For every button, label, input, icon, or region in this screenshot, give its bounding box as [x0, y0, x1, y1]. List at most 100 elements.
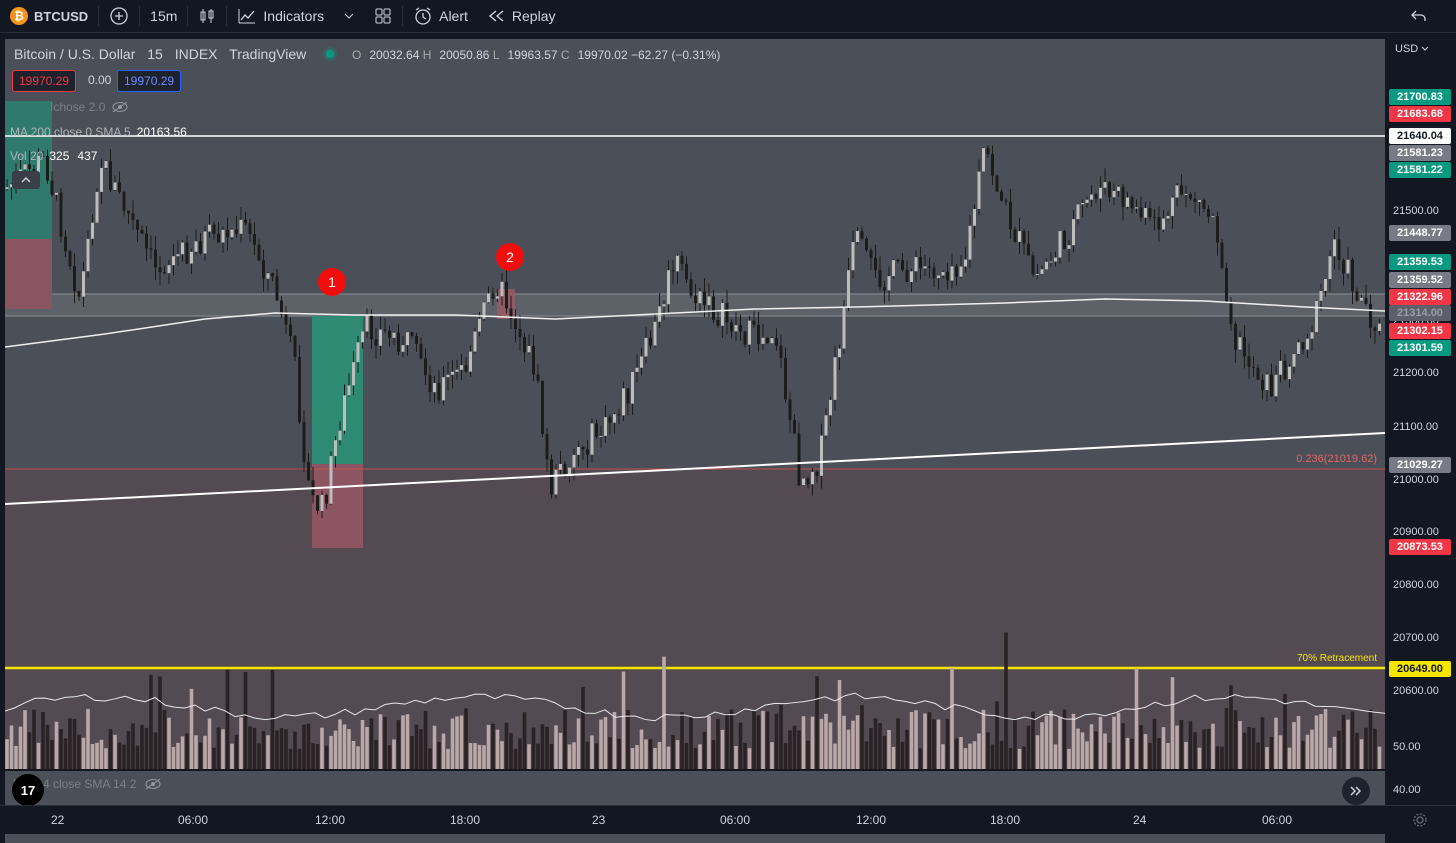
hidden-indicator-row[interactable]: Ichose 2.0 [10, 98, 129, 116]
marker-2[interactable]: 2 [496, 243, 524, 271]
chart-area[interactable]: 0.236(21019.62) 70% Retracement 1 2 Bitc… [0, 33, 1456, 843]
price-axis[interactable]: USD 21500.0021400.0021300.0021200.002110… [1385, 39, 1456, 843]
volume-bar [131, 723, 135, 769]
volume-bar [446, 748, 450, 769]
volume-bar [90, 743, 95, 769]
candle-body [145, 233, 148, 249]
candle-body [1378, 323, 1381, 331]
volume-bar [1040, 722, 1044, 769]
candle-body [370, 315, 373, 340]
price-tag: 21359.53 [1389, 254, 1451, 270]
volume-bar [576, 718, 581, 769]
price-tick: 20800.00 [1393, 579, 1439, 591]
scroll-to-realtime-button[interactable] [1342, 777, 1370, 805]
replay-button[interactable]: Replay [478, 0, 566, 32]
price-pane[interactable]: 0.236(21019.62) 70% Retracement [5, 39, 1385, 769]
volume-bar [612, 712, 617, 769]
volume-bar [846, 729, 851, 769]
candle-body [1364, 297, 1368, 304]
volume-bar [896, 718, 900, 769]
price-tick: 21000.00 [1393, 474, 1439, 486]
candle-body [554, 469, 558, 495]
replay-label: Replay [511, 8, 556, 24]
candle-body [307, 461, 310, 481]
indicators-button[interactable]: Indicators [227, 0, 334, 32]
candle-body [1207, 209, 1210, 217]
time-axis[interactable]: 22 06:00 12:00 18:00 23 06:00 12:00 18:00 24 06:0… [0, 805, 1456, 834]
eye-off-icon[interactable] [111, 101, 129, 113]
candle-body [500, 281, 504, 297]
marker-1[interactable]: 1 [318, 268, 346, 296]
volume-bar [644, 739, 648, 769]
candle-body [77, 291, 81, 297]
buy-price[interactable]: 19970.29 [117, 70, 182, 92]
volume-bar [450, 718, 455, 769]
trend-line[interactable] [5, 432, 1385, 505]
volume-bar [1377, 746, 1382, 769]
compare-button[interactable] [99, 0, 139, 32]
volume-bar [774, 713, 779, 769]
price-chart-canvas[interactable]: 0.236(21019.62) 70% Retracement [5, 39, 1385, 769]
volume-bar [648, 739, 653, 769]
ma-indicator-row[interactable]: MA 200 close 0 SMA 5 20163.56 [10, 123, 187, 141]
sell-price[interactable]: 19970.29 [12, 70, 77, 92]
volume-bar [545, 726, 549, 769]
gear-icon[interactable] [1412, 812, 1428, 828]
currency-selector[interactable]: USD [1395, 43, 1429, 55]
volume-bar [45, 724, 50, 769]
volume-bar [1337, 730, 1341, 769]
long-position-stop[interactable] [312, 464, 363, 548]
volume-bar [995, 701, 999, 769]
volume-bar [1161, 727, 1166, 769]
volume-bar [941, 744, 945, 769]
vol-indicator-row[interactable]: Vol 20 325 437 [10, 147, 97, 165]
chart-type-button[interactable] [188, 0, 226, 32]
candles-icon [200, 9, 214, 23]
long-position-target[interactable] [312, 316, 363, 464]
volume-bar [1373, 728, 1377, 769]
ohlc-values: O 20032.64 H 20050.86 L 19963.57 C 19970.02 … [352, 48, 721, 62]
price-tag: 20873.53 [1389, 539, 1451, 555]
volume-bar [513, 748, 518, 769]
left-long-stop[interactable] [5, 239, 52, 309]
symbol-search[interactable]: ₿ BTCUSD [0, 0, 98, 32]
interval-button[interactable]: 15m [150, 8, 178, 24]
volume-bar [68, 718, 72, 769]
volume-bar [756, 715, 761, 769]
tradingview-logo[interactable]: 17 [12, 774, 44, 806]
left-long-target[interactable] [5, 101, 52, 239]
candle-body [1049, 261, 1053, 263]
candle-body [446, 374, 450, 378]
candle-body [383, 329, 387, 331]
volume-bar [783, 743, 788, 769]
candle-body [1193, 198, 1197, 202]
volume-bar [761, 710, 765, 769]
volume-bar [801, 716, 806, 769]
undo-button[interactable] [1400, 0, 1456, 32]
indicators-dropdown[interactable] [334, 0, 364, 32]
volume-bar [36, 742, 41, 769]
volume-bar [621, 671, 626, 769]
volume-bar [423, 711, 428, 769]
vol-indicator-label: Vol 20 [10, 149, 44, 163]
candle-body [1085, 199, 1089, 203]
volume-bar [104, 748, 108, 769]
candle-body [316, 495, 319, 511]
chart-legend[interactable]: Bitcoin / U.S. Dollar 15 INDEX TradingVi… [14, 46, 728, 62]
candle-body [113, 182, 117, 190]
candle-body [968, 225, 972, 260]
layout-button[interactable] [364, 0, 402, 32]
candle-body [568, 467, 571, 477]
volume-bar [788, 730, 792, 769]
candle-body [536, 374, 540, 381]
eye-off-icon[interactable] [144, 778, 162, 790]
alert-button[interactable]: Alert [403, 0, 478, 32]
collapse-legend-button[interactable] [12, 171, 40, 189]
candles [5, 145, 1381, 518]
undo-icon [1411, 10, 1426, 21]
candle-body [1198, 200, 1201, 202]
price-tick: 21500.00 [1393, 205, 1439, 217]
volume-bar [729, 709, 734, 769]
volume-bar [734, 746, 738, 769]
candle-body [883, 287, 886, 291]
